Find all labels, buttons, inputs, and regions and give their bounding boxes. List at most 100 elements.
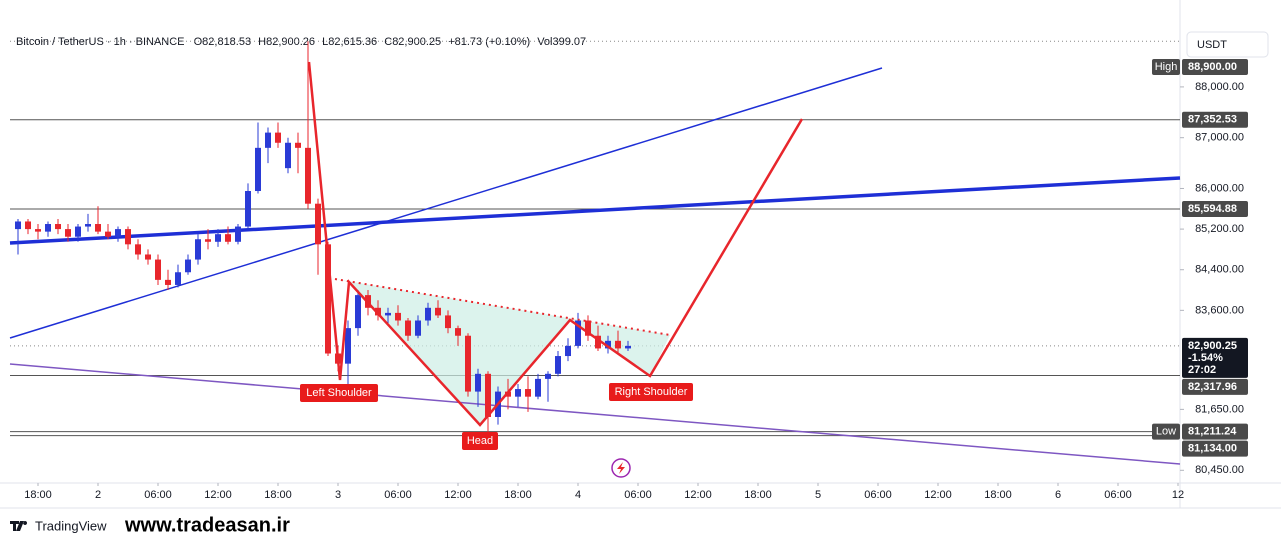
o-label: O (194, 36, 203, 48)
candle-body (165, 279, 171, 285)
price-flag-label: 88,900.00 (1188, 61, 1237, 73)
pattern-line (307, 61, 804, 427)
candle-body (125, 229, 131, 245)
x-tick-label: 12:00 (684, 489, 712, 501)
candle-body (275, 132, 281, 143)
x-tick-label: 18:00 (24, 489, 52, 501)
candle-body (25, 221, 31, 230)
x-tick-label: 18:00 (744, 489, 772, 501)
candle-body (15, 221, 21, 230)
candle-body (145, 254, 151, 260)
price-flag-label: 85,594.88 (1188, 203, 1237, 215)
candle-body (105, 231, 111, 237)
h-label: H (258, 36, 266, 48)
price-flag (1182, 111, 1248, 128)
y-tick-label: 84,400.00 (1195, 264, 1244, 276)
annotation: Right Shoulder (615, 386, 688, 398)
candle-body (155, 259, 161, 280)
high: 82,900.26 (266, 36, 315, 48)
candle-body (135, 244, 141, 255)
price-flag-label: 82,900.25 (1188, 340, 1237, 352)
candle-body (385, 312, 391, 316)
currency-button[interactable] (1186, 31, 1269, 58)
event-icon-bolt (617, 462, 625, 474)
change: +81.73 (+0.10%) (448, 36, 530, 48)
candle-body (95, 224, 101, 232)
open: 82,818.53 (202, 36, 251, 48)
price-flag-label: 82,317.96 (1188, 381, 1237, 393)
x-tick-label: 06:00 (1104, 489, 1132, 501)
candle-body (525, 389, 531, 397)
trend-line (9, 67, 883, 339)
vol-label: Vol (537, 36, 552, 48)
volume: 399.07 (553, 36, 587, 48)
x-tick-label: 18:00 (984, 489, 1012, 501)
x-tick-label: 06:00 (864, 489, 892, 501)
candle-body (515, 389, 521, 397)
y-tick-label: 80,450.00 (1195, 464, 1244, 476)
candle-body (205, 239, 211, 242)
x-tick-label: 18:00 (264, 489, 292, 501)
l-label: L (322, 36, 328, 48)
candle-body (285, 142, 291, 169)
x-tick-label: 12:00 (204, 489, 232, 501)
price-flag-label: -1.54% (1188, 352, 1223, 364)
candle-body (215, 234, 221, 242)
site-url: www.tradeasan.ir (124, 514, 290, 536)
candle-body (445, 315, 451, 329)
price-tag-label: Low (1156, 426, 1176, 438)
candle-body (235, 226, 241, 242)
candle-body (475, 373, 481, 392)
candle-body (75, 226, 81, 237)
tv-logo (10, 521, 28, 531)
pattern-fill (335, 279, 670, 425)
candle-body (65, 229, 71, 237)
candle-body (595, 335, 601, 349)
low: 82,615.36 (328, 36, 377, 48)
x-tick-label: 2 (95, 489, 101, 501)
x-tick-label: 5 (815, 489, 821, 501)
price-flag (1182, 59, 1248, 75)
price-flag-label: 27:02 (1188, 364, 1216, 376)
price-flag (1182, 201, 1248, 218)
x-tick-label: 3 (335, 489, 341, 501)
candle-body (45, 224, 51, 232)
currency[interactable]: USDT (1197, 39, 1227, 51)
annotation-box (300, 384, 378, 402)
annotation: Left Shoulder (306, 387, 372, 399)
legend: Bitcoin / TetherUS · 1h · BINANCE O82,81… (16, 36, 586, 48)
candle-body (585, 320, 591, 336)
x-tick-label: 6 (1055, 489, 1061, 501)
annotation-box (609, 383, 693, 401)
y-tick-label: 81,650.00 (1195, 403, 1244, 415)
candle-body (295, 142, 301, 148)
price-flag (1182, 423, 1248, 440)
candle-body (555, 356, 561, 374)
y-tick-label: 85,200.00 (1195, 223, 1244, 235)
y-tick-label: 87,000.00 (1195, 132, 1244, 144)
candle-body (325, 244, 331, 354)
trend-line (9, 363, 1181, 465)
x-tick-label: 12:00 (444, 489, 472, 501)
candle-body (455, 328, 461, 336)
price-flag (1182, 337, 1248, 378)
candle-body (195, 239, 201, 260)
x-tick-label: 06:00 (144, 489, 172, 501)
x-tick-label: 12 (1172, 489, 1184, 501)
candle-body (565, 345, 571, 357)
candle-body (225, 234, 231, 242)
candle-body (615, 340, 621, 349)
annotation: Head (467, 435, 493, 447)
symbol: Bitcoin / TetherUS · 1h · BINANCE (16, 36, 185, 48)
candle-body (85, 224, 91, 227)
candle-body (465, 335, 471, 392)
price-flag-label: 87,352.53 (1188, 114, 1237, 126)
candle-body (435, 307, 441, 316)
candle-body (415, 320, 421, 336)
candle-body (405, 320, 411, 336)
candle-body (315, 203, 321, 245)
candle-body (175, 272, 181, 285)
close: 82,900.25 (392, 36, 441, 48)
candle-body (395, 312, 401, 321)
